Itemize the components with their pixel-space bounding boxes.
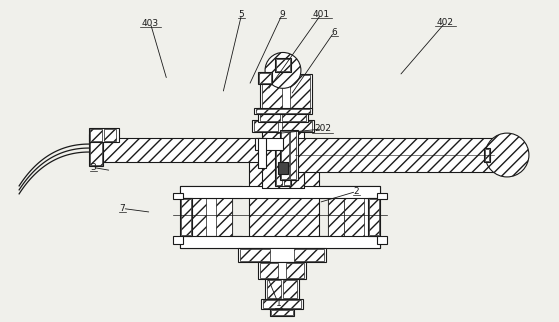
Bar [284, 141, 290, 185]
Bar [216, 198, 232, 236]
Bar [278, 162, 288, 174]
Bar [258, 138, 266, 168]
Bar [261, 299, 303, 309]
Bar [281, 131, 289, 179]
Bar [259, 73, 271, 83]
Bar [181, 236, 380, 248]
Bar [283, 280, 297, 298]
Bar [258, 72, 272, 84]
Bar [271, 310, 293, 315]
Text: 1: 1 [276, 299, 281, 308]
Bar [90, 135, 102, 165]
Bar [280, 130, 298, 180]
Bar [254, 121, 278, 131]
Bar [275, 59, 291, 72]
Bar [260, 262, 278, 279]
Bar [90, 129, 102, 141]
Bar [255, 138, 283, 150]
Bar [295, 138, 494, 172]
Bar [89, 134, 103, 166]
Bar [294, 249, 324, 260]
Bar [256, 109, 310, 113]
Text: 402: 402 [437, 18, 454, 27]
Text: 202: 202 [314, 124, 331, 133]
Bar [344, 198, 364, 236]
Bar [290, 131, 296, 179]
Bar [181, 186, 380, 198]
Bar [181, 236, 242, 248]
Text: 5: 5 [239, 10, 244, 19]
Bar [258, 261, 306, 279]
Bar [104, 129, 116, 141]
Bar [485, 149, 489, 161]
Bar [89, 128, 119, 142]
Bar [249, 157, 319, 257]
Bar [101, 138, 260, 162]
Bar [262, 75, 282, 109]
Bar [270, 309, 294, 316]
Bar [181, 186, 242, 198]
Bar [318, 186, 380, 198]
Bar [368, 199, 378, 235]
Bar [484, 148, 490, 162]
Bar [262, 128, 304, 188]
Text: 2: 2 [353, 187, 359, 196]
Bar [254, 108, 312, 114]
Bar [282, 121, 312, 131]
Bar [173, 236, 183, 244]
Text: 9: 9 [280, 10, 285, 19]
Bar [377, 236, 386, 244]
Bar [265, 279, 299, 299]
Bar [276, 60, 290, 71]
Bar [290, 75, 310, 109]
Bar [286, 262, 304, 279]
Bar [328, 198, 344, 236]
Bar [191, 198, 232, 236]
Bar [181, 198, 192, 236]
Circle shape [485, 133, 529, 177]
Text: 401: 401 [312, 10, 330, 19]
Bar [377, 193, 386, 199]
Bar [368, 198, 380, 236]
Bar [240, 249, 270, 260]
Bar [276, 141, 282, 185]
Bar [258, 108, 308, 122]
Text: 7: 7 [120, 204, 125, 213]
Bar [260, 74, 312, 110]
Bar [275, 140, 291, 186]
Bar [282, 109, 306, 121]
Bar [328, 198, 369, 236]
Bar [295, 138, 494, 172]
Bar [262, 128, 304, 188]
Text: 3: 3 [90, 163, 96, 172]
Bar [260, 109, 280, 121]
Bar [238, 248, 326, 261]
Text: 6: 6 [331, 28, 337, 37]
Circle shape [265, 52, 301, 88]
Bar [263, 300, 301, 308]
Bar [191, 198, 206, 236]
Bar [267, 280, 281, 298]
Bar [318, 236, 380, 248]
Bar [252, 120, 314, 132]
Bar [101, 138, 260, 162]
Bar [182, 199, 191, 235]
Bar [249, 157, 319, 257]
Text: 403: 403 [142, 19, 159, 28]
Bar [173, 193, 183, 199]
